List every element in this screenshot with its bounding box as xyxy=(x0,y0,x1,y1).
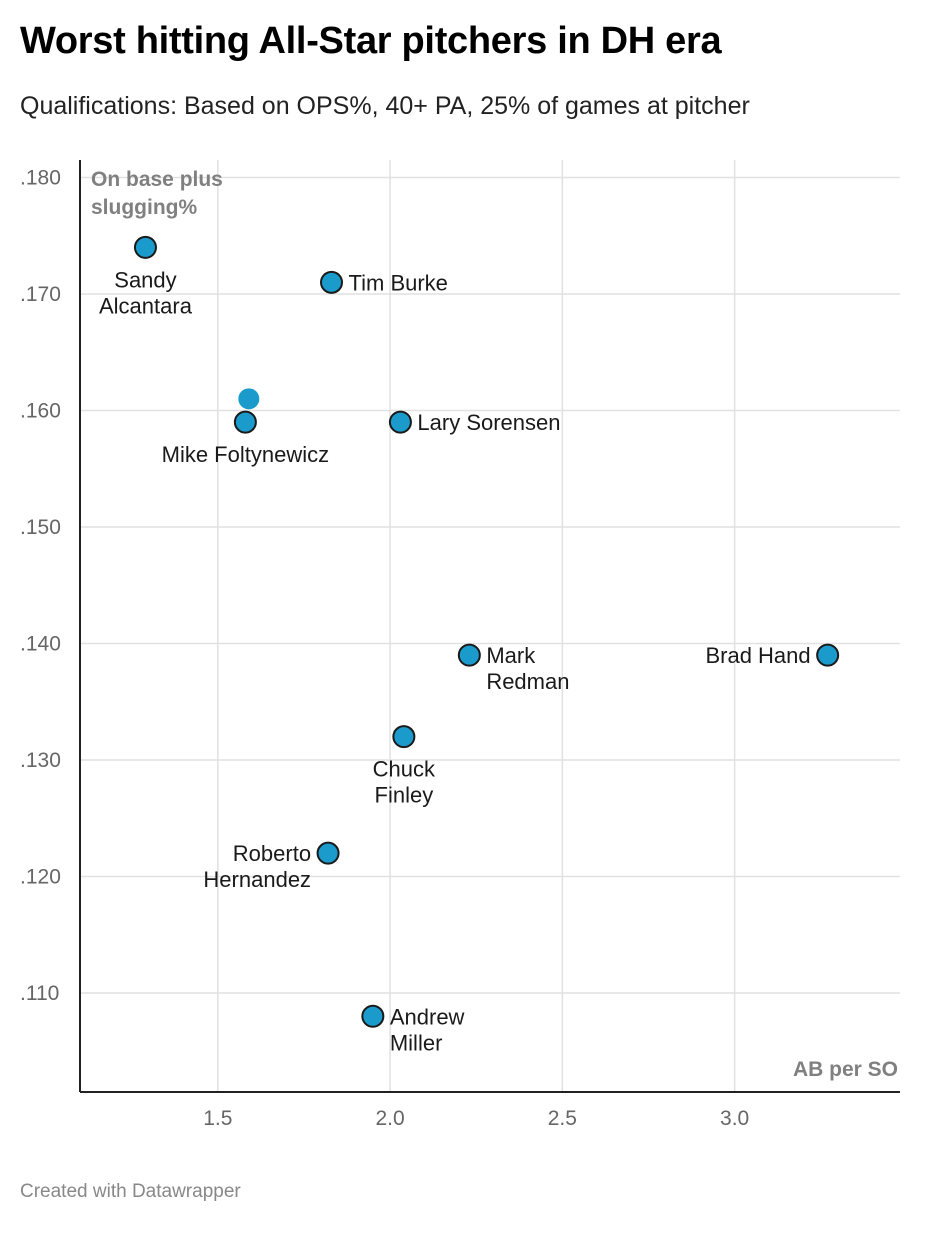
chart-title: Worst hitting All-Star pitchers in DH er… xyxy=(20,20,722,62)
data-point[interactable] xyxy=(457,643,481,667)
data-point[interactable] xyxy=(388,410,412,434)
x-tick-label: 2.0 xyxy=(375,1107,404,1130)
x-tick-label: 2.5 xyxy=(548,1107,577,1130)
y-tick-label: .170 xyxy=(20,283,61,306)
data-point[interactable] xyxy=(320,270,344,294)
y-tick-label: .160 xyxy=(20,399,61,422)
y-tick-label: .130 xyxy=(20,749,61,772)
point-label: Roberto Hernandez xyxy=(203,841,311,892)
y-tick-label: .110 xyxy=(20,982,59,1005)
point-label: Tim Burke xyxy=(349,270,448,295)
y-axis-title: On base plus slugging% xyxy=(91,168,223,219)
chart-subtitle: Qualifications: Based on OPS%, 40+ PA, 2… xyxy=(20,92,750,120)
x-tick-label: 1.5 xyxy=(203,1107,232,1130)
point-label: Lary Sorensen xyxy=(417,410,560,435)
y-tick-label: .180 xyxy=(20,166,61,189)
data-point[interactable] xyxy=(816,643,840,667)
axes: .110 .120 .130 .140 .150 .160 .170 .180 1.5 2.0 2.… xyxy=(20,160,900,1130)
data-point[interactable] xyxy=(392,725,416,749)
point-label: Brad Hand xyxy=(705,643,810,668)
data-point[interactable] xyxy=(233,410,257,434)
datawrapper-credit: Created with Datawrapper xyxy=(20,1181,241,1202)
x-axis-title: AB per SO xyxy=(793,1058,898,1081)
point-labels: Sandy Alcantara Tim Burke Mike Foltynewicz L… xyxy=(99,267,811,1055)
data-point[interactable] xyxy=(238,388,260,410)
data-point[interactable] xyxy=(133,235,157,259)
y-tick-label: .150 xyxy=(20,516,61,539)
data-points xyxy=(133,235,840,1028)
x-tick-label: 3.0 xyxy=(720,1107,749,1130)
point-label: Mike Foltynewicz xyxy=(162,442,329,467)
point-label: Sandy Alcantara xyxy=(99,267,193,318)
y-tick-label: .140 xyxy=(20,632,61,655)
grid-lines xyxy=(80,160,900,1092)
point-label: Chuck Finley xyxy=(373,757,436,808)
data-point[interactable] xyxy=(361,1004,385,1028)
data-point[interactable] xyxy=(316,841,340,865)
y-tick-label: .120 xyxy=(20,865,61,888)
point-label: Andrew Miller xyxy=(390,1004,465,1055)
point-label: Mark Redman xyxy=(486,643,569,694)
